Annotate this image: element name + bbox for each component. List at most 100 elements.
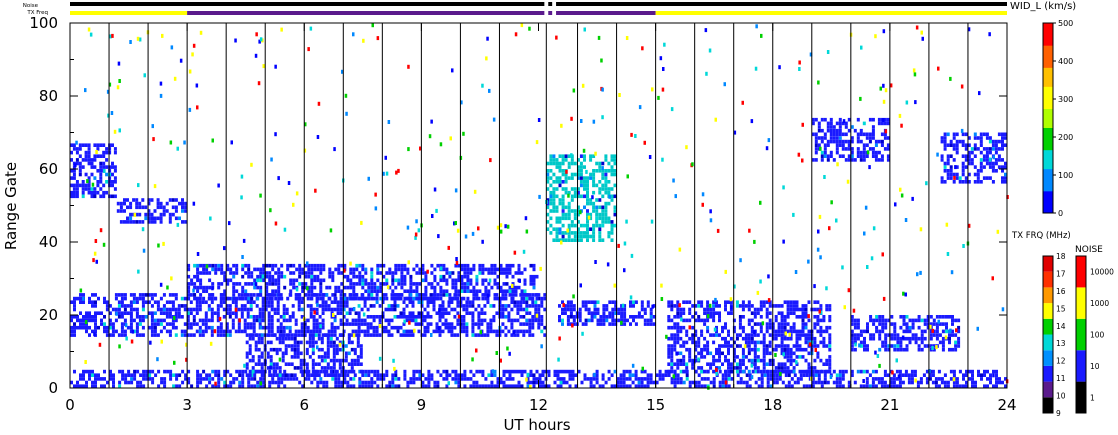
scatter-cell: [889, 83, 893, 88]
scatter-cell: [549, 190, 553, 195]
scatter-cell: [177, 304, 181, 308]
scatter-cell: [114, 293, 118, 297]
scatter-cell: [345, 111, 348, 116]
scatter-cell: [299, 362, 303, 366]
scatter-cell: [324, 304, 328, 308]
scatter-cell: [402, 322, 406, 326]
scatter-cell: [946, 172, 950, 177]
scatter-cell: [540, 344, 543, 349]
scatter-cell: [601, 176, 605, 180]
scatter-cell: [270, 333, 274, 337]
scatter-cell: [492, 304, 496, 308]
scatter-cell: [766, 380, 770, 385]
scatter-cell: [93, 176, 97, 180]
scatter-cell: [589, 377, 593, 381]
scatter-cell: [871, 380, 875, 385]
scatter-cell: [350, 366, 354, 370]
scatter-cell: [637, 384, 641, 388]
scatter-cell: [150, 198, 154, 202]
scatter-cell: [478, 369, 482, 374]
txfreq-segment: [556, 11, 656, 15]
scatter-cell: [105, 165, 109, 169]
scatter-cell: [262, 278, 266, 283]
scatter-cell: [807, 369, 811, 374]
scatter-cell: [349, 285, 353, 290]
scatter-cell: [111, 194, 114, 199]
scatter-cell: [502, 296, 506, 301]
scatter-cell: [201, 333, 205, 337]
scatter-cell: [409, 274, 413, 279]
scatter-cell: [649, 315, 653, 319]
scatter-cell: [280, 271, 284, 275]
scatter-cell: [359, 351, 363, 356]
scatter-cell: [329, 336, 333, 341]
scatter-cell: [799, 377, 803, 381]
scatter-cell: [529, 373, 533, 377]
scatter-cell: [381, 311, 385, 315]
scatter-cell: [914, 336, 918, 341]
scatter-cell: [96, 143, 100, 147]
scatter-cell: [147, 209, 151, 213]
scatter-cell: [986, 384, 989, 388]
scatter-cell: [667, 336, 671, 341]
scatter-cell: [866, 344, 869, 348]
scatter-cell: [187, 285, 191, 290]
scatter-cell: [555, 187, 559, 191]
scatter-cell: [304, 274, 308, 279]
scatter-cell: [841, 147, 845, 151]
scatter-cell: [477, 322, 481, 326]
scatter-cell: [436, 296, 440, 301]
scatter-cell: [406, 289, 410, 293]
scatter-cell: [935, 322, 939, 326]
scatter-cell: [600, 58, 603, 63]
scatter-cell: [622, 380, 626, 385]
scatter-cell: [339, 304, 343, 308]
scatter-cell: [400, 278, 404, 283]
scatter-cell: [762, 362, 766, 366]
scatter-cell: [99, 187, 103, 191]
scatter-cell: [463, 377, 467, 381]
scatter-cell: [370, 369, 374, 374]
scatter-cell: [274, 263, 278, 268]
scatter-cell: [91, 373, 94, 377]
scatter-cell: [457, 271, 461, 275]
scatter-cell: [376, 267, 380, 272]
scatter-cell: [795, 315, 799, 319]
scatter-cell: [72, 169, 76, 173]
scatter-cell: [451, 68, 454, 73]
scatter-cell: [579, 154, 583, 158]
scatter-cell: [941, 322, 945, 326]
scatter-cell: [670, 362, 674, 366]
scatter-cell: [528, 311, 532, 315]
scatter-cell: [537, 322, 541, 326]
scatter-cell: [369, 304, 373, 308]
scatter-cell: [659, 56, 663, 61]
scatter-cell: [905, 100, 909, 105]
scatter-cell: [979, 132, 983, 137]
scatter-cell: [513, 250, 517, 255]
scatter-cell: [356, 333, 360, 337]
scatter-cell: [948, 333, 951, 337]
scatter-cell: [271, 282, 275, 286]
scatter-cell: [541, 373, 545, 377]
scatter-cell: [480, 311, 484, 315]
scatter-cell: [679, 351, 683, 356]
scatter-cell: [611, 322, 615, 326]
scatter-cell: [555, 180, 559, 184]
scatter-cell: [592, 377, 596, 381]
scatter-cell: [902, 329, 906, 334]
scatter-cell: [310, 278, 314, 283]
scatter-cell: [168, 307, 172, 312]
scatter-cell: [403, 263, 407, 268]
scatter-cell: [270, 325, 274, 330]
scatter-cell: [573, 231, 577, 235]
scatter-cell: [375, 325, 379, 330]
scatter-cell: [886, 121, 890, 126]
scatter-cell: [753, 322, 757, 326]
scatter-cell: [144, 212, 148, 217]
scatter-cell: [454, 285, 458, 290]
scatter-cell: [718, 333, 721, 337]
scatter-cell: [326, 366, 330, 370]
scatter-cell: [78, 161, 82, 166]
scatter-cell: [75, 158, 79, 162]
